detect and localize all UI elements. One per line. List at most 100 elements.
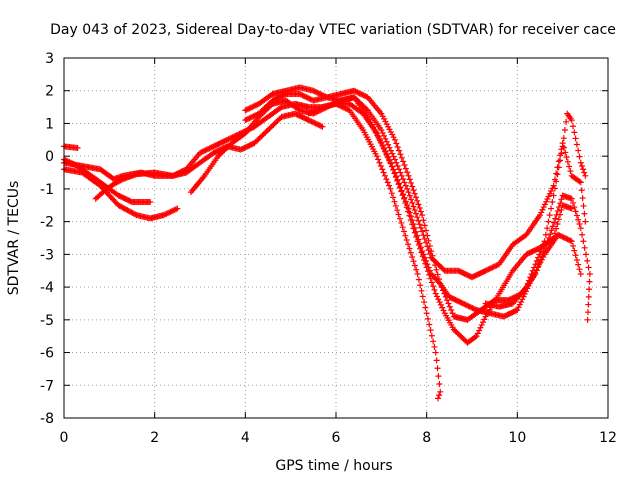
data-point xyxy=(207,144,214,151)
series-track-7 xyxy=(242,84,589,281)
data-point xyxy=(478,321,485,328)
data-point xyxy=(258,133,265,140)
series-track-10 xyxy=(482,110,589,310)
data-point xyxy=(172,206,179,213)
data-point xyxy=(406,176,413,183)
data-point xyxy=(586,286,593,293)
data-point xyxy=(431,286,438,293)
data-point xyxy=(311,119,318,126)
data-point xyxy=(206,145,213,152)
data-point xyxy=(555,164,562,171)
data-point xyxy=(535,263,542,270)
data-point xyxy=(563,235,570,242)
data-point xyxy=(408,179,415,186)
data-point xyxy=(381,147,388,154)
data-point xyxy=(258,108,265,115)
data-point xyxy=(448,307,455,313)
data-point xyxy=(434,293,441,300)
data-point xyxy=(242,107,249,114)
data-point xyxy=(381,172,388,179)
data-point xyxy=(449,310,456,317)
data-point xyxy=(580,202,587,209)
data-point xyxy=(406,192,413,199)
data-point xyxy=(395,211,402,218)
data-point xyxy=(224,136,231,143)
data-point xyxy=(582,218,589,225)
data-point xyxy=(315,106,322,113)
data-point xyxy=(577,271,584,277)
data-point xyxy=(433,266,440,273)
data-point xyxy=(542,231,549,238)
data-point xyxy=(383,138,390,145)
data-point xyxy=(246,105,253,112)
data-point xyxy=(541,201,548,208)
data-point xyxy=(524,280,531,287)
data-point xyxy=(490,263,497,270)
data-point xyxy=(401,195,407,202)
data-point xyxy=(419,253,426,260)
data-point xyxy=(197,149,203,156)
data-point xyxy=(424,315,431,322)
data-point xyxy=(580,238,587,245)
data-point xyxy=(422,260,429,267)
data-point xyxy=(483,267,490,274)
data-point xyxy=(424,268,431,275)
data-point xyxy=(167,208,174,215)
data-point xyxy=(481,316,488,323)
data-point xyxy=(403,236,410,243)
data-point xyxy=(162,211,169,218)
data-point xyxy=(171,206,178,213)
data-point xyxy=(275,116,282,123)
data-point xyxy=(353,89,360,96)
data-point xyxy=(359,102,366,109)
data-point xyxy=(435,373,442,380)
data-point xyxy=(432,290,439,297)
data-point xyxy=(406,212,413,219)
data-point xyxy=(486,265,493,272)
data-point xyxy=(564,158,571,165)
data-point xyxy=(515,304,522,311)
data-point xyxy=(436,299,443,306)
data-point xyxy=(446,303,453,310)
data-point xyxy=(415,217,422,224)
data-point xyxy=(437,301,444,308)
data-point xyxy=(533,257,540,264)
data-point xyxy=(398,188,405,195)
data-point xyxy=(582,251,589,258)
data-point xyxy=(428,332,435,339)
data-point xyxy=(377,139,384,146)
data-point xyxy=(247,104,254,111)
data-point xyxy=(380,145,387,151)
data-point xyxy=(537,248,544,255)
data-point xyxy=(573,141,580,148)
data-point xyxy=(560,135,567,142)
data-point xyxy=(421,222,428,229)
data-point xyxy=(466,303,473,310)
data-point xyxy=(378,110,385,117)
data-point xyxy=(386,126,393,133)
data-point xyxy=(198,149,205,156)
data-point xyxy=(304,94,311,101)
data-point xyxy=(384,153,391,160)
data-point xyxy=(580,166,587,173)
data-point xyxy=(528,271,535,277)
data-point xyxy=(316,105,323,112)
data-point xyxy=(561,127,568,133)
data-point xyxy=(318,104,325,111)
data-point xyxy=(459,300,466,307)
data-point xyxy=(375,133,382,140)
data-point xyxy=(429,252,436,259)
data-point xyxy=(586,278,593,285)
data-point xyxy=(470,305,477,312)
data-point xyxy=(271,120,278,127)
data-point xyxy=(362,104,369,111)
data-point xyxy=(316,122,323,129)
data-point xyxy=(407,249,414,256)
data-point xyxy=(388,190,395,197)
data-point xyxy=(357,100,364,107)
data-point xyxy=(576,220,583,227)
data-point xyxy=(398,172,405,179)
data-point xyxy=(558,196,565,203)
data-point xyxy=(305,110,312,117)
data-point xyxy=(385,141,392,148)
